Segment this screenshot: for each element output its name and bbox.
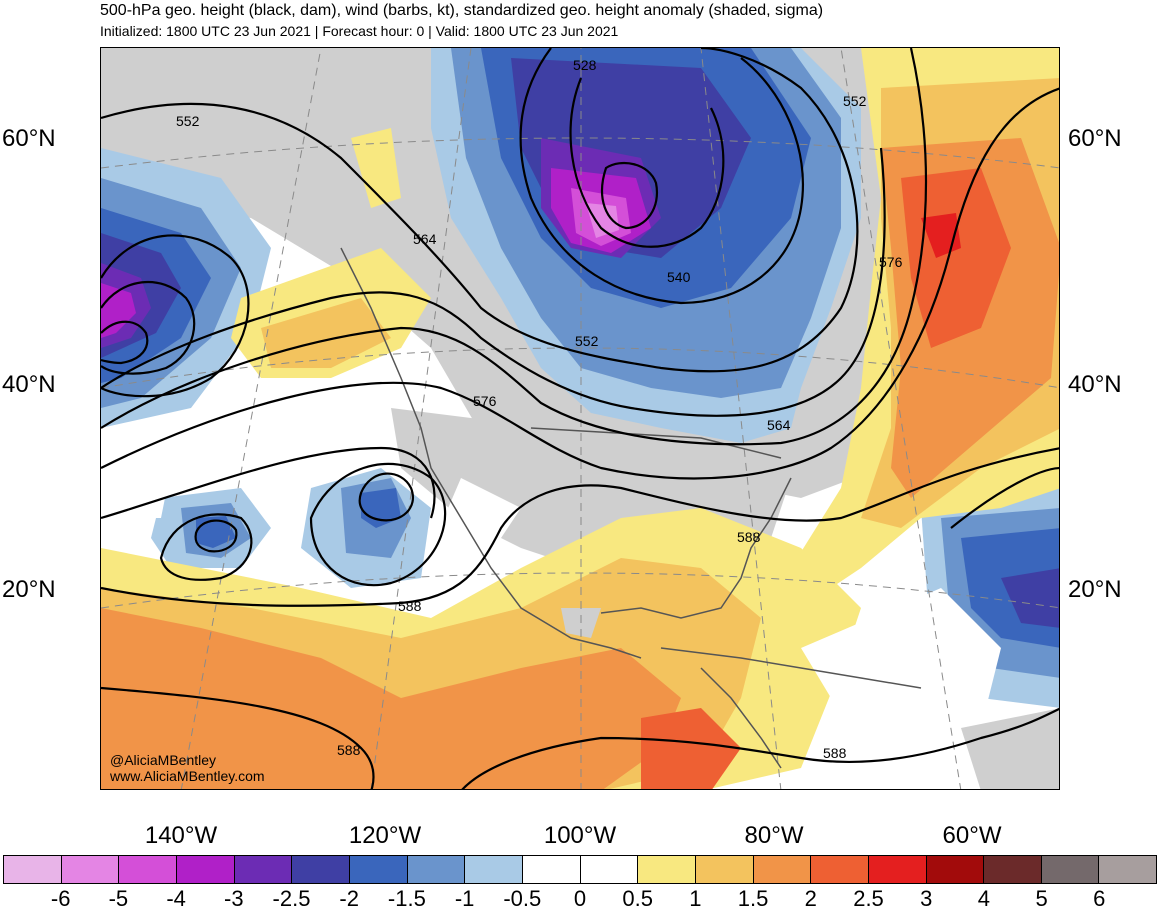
contour-label: 552 — [843, 93, 867, 109]
colorbar — [3, 855, 1157, 884]
map-canvas: 552 528 552 564 540 552 576 576 564 588 … — [101, 48, 1059, 789]
lat-label: 60°N — [2, 125, 56, 152]
colorbar-label: -1 — [454, 886, 475, 911]
contour-label: 540 — [667, 269, 691, 285]
colorbar-label: -6 — [50, 886, 71, 911]
contour-label: 576 — [473, 393, 497, 409]
colorbar-label: -3 — [224, 886, 244, 911]
graticule — [101, 48, 1059, 789]
contour-label: 588 — [737, 529, 761, 545]
colorbar-swatch — [119, 856, 177, 883]
colorbar-swatch — [292, 856, 350, 883]
colorbar-swatch — [926, 856, 985, 883]
colorbar-swatch — [61, 856, 120, 883]
colorbar-label: 1 — [689, 886, 702, 911]
lon-label: 120°W — [348, 822, 422, 849]
contour-label: 576 — [879, 254, 903, 270]
colorbar-swatch — [695, 856, 754, 883]
colorbar-swatch — [580, 856, 639, 883]
height-contours — [101, 48, 1059, 789]
colorbar-swatch — [638, 856, 696, 883]
credit-website: www.AliciaMBentley.com — [110, 768, 265, 784]
colorbar-label: 0.5 — [622, 886, 653, 911]
colorbar-swatch — [465, 856, 523, 883]
colorbar-swatch — [811, 856, 869, 883]
colorbar-label: -5 — [108, 886, 129, 911]
contour-labels: 552 528 552 564 540 552 576 576 564 588 … — [176, 57, 903, 761]
colorbar-label: -2 — [339, 886, 359, 911]
colorbar-label: 6 — [1093, 886, 1106, 911]
colorbar-label: -0.5 — [503, 886, 542, 911]
lon-label: 80°W — [744, 822, 804, 849]
colorbar-label: 3 — [920, 886, 933, 911]
credit-handle: @AliciaMBentley — [110, 752, 217, 768]
colorbar-label: -2.5 — [272, 886, 311, 911]
coastlines — [340, 247, 922, 769]
colorbar-swatch — [984, 856, 1042, 883]
colorbar-swatch — [176, 856, 235, 883]
lon-label: 100°W — [543, 822, 617, 849]
contour-label: 564 — [413, 231, 437, 247]
lat-label: 60°N — [1068, 125, 1122, 152]
lat-label: 20°N — [1068, 576, 1122, 603]
colorbar-swatch — [4, 856, 62, 883]
colorbar-label: 1.5 — [737, 886, 769, 911]
colorbar-swatch — [1099, 856, 1157, 883]
contour-label: 588 — [823, 745, 847, 761]
map-title: 500-hPa geo. height (black, dam), wind (… — [100, 2, 824, 19]
contour-label: 564 — [767, 417, 791, 433]
colorbar-label: -1.5 — [387, 886, 426, 911]
colorbar-label: 0 — [573, 886, 587, 911]
colorbar-swatch — [753, 856, 812, 883]
anomaly-shading — [101, 48, 1059, 789]
colorbar-swatch — [349, 856, 408, 883]
weather-map: 552 528 552 564 540 552 576 576 564 588 … — [100, 47, 1060, 790]
colorbar-label: 5 — [1035, 886, 1048, 911]
contour-label: 552 — [575, 333, 599, 349]
colorbar-swatch — [1041, 856, 1100, 883]
contour-label: 588 — [337, 742, 361, 758]
map-subtitle: Initialized: 1800 UTC 23 Jun 2021 | Fore… — [100, 23, 619, 39]
contour-label: 528 — [573, 57, 597, 73]
lat-label: 40°N — [2, 371, 56, 398]
colorbar-swatch — [407, 856, 466, 883]
colorbar-swatch — [522, 856, 581, 883]
colorbar-swatch — [868, 856, 927, 883]
lon-label: 60°W — [942, 822, 1002, 849]
contour-label: 588 — [398, 598, 422, 614]
colorbar-label: 4 — [977, 886, 991, 911]
colorbar-swatch — [234, 856, 293, 883]
lat-label: 40°N — [1068, 371, 1122, 398]
lat-label: 20°N — [2, 576, 56, 603]
colorbar-label: 2 — [804, 886, 817, 911]
contour-label: 552 — [176, 113, 200, 129]
lon-label: 140°W — [144, 822, 218, 849]
colorbar-label: 2.5 — [853, 886, 884, 911]
colorbar-label: -4 — [166, 886, 186, 911]
